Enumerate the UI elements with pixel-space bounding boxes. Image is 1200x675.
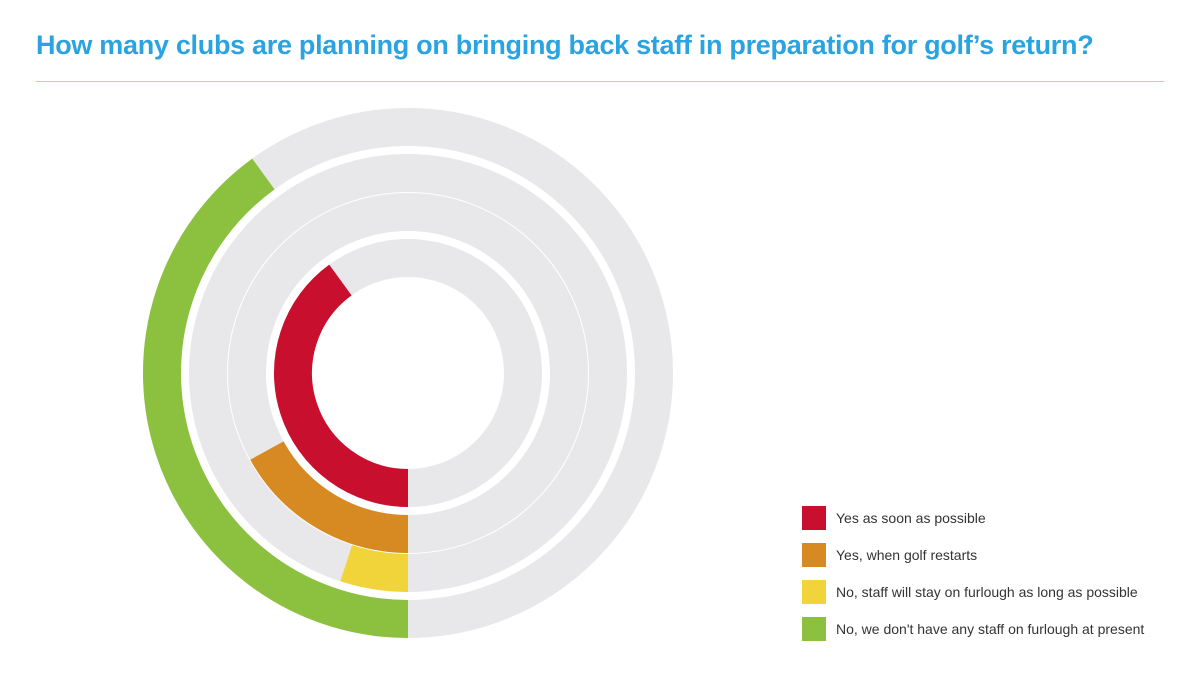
legend-label: Yes as soon as possible: [836, 510, 986, 526]
legend-item-no-stay-on-furlough: No, staff will stay on furlough as long …: [802, 578, 1144, 606]
legend-swatch: [802, 543, 826, 567]
legend: Yes as soon as possible Yes, when golf r…: [802, 504, 1144, 652]
legend-label: No, we don't have any staff on furlough …: [836, 621, 1145, 637]
radial-bar-1: [274, 264, 409, 507]
legend-swatch: [802, 506, 826, 530]
legend-label: Yes, when golf restarts: [836, 547, 978, 563]
title-divider: [36, 81, 1164, 82]
legend-item-no-staff-on-furlough: No, we don't have any staff on furlough …: [802, 615, 1144, 643]
radial-bar-3: [340, 545, 409, 592]
radial-bar-4: [142, 158, 409, 638]
legend-item-yes-when-golf-restarts: Yes, when golf restarts: [802, 541, 1144, 569]
legend-label: No, staff will stay on furlough as long …: [836, 584, 1138, 600]
legend-swatch: [802, 580, 826, 604]
legend-swatch: [802, 617, 826, 641]
legend-item-yes-asap: Yes as soon as possible: [802, 504, 1144, 532]
chart-title: How many clubs are planning on bringing …: [36, 30, 1094, 60]
radial-bar-2: [250, 441, 409, 553]
radial-bar-chart: [142, 108, 673, 638]
ring-track: [189, 154, 627, 592]
